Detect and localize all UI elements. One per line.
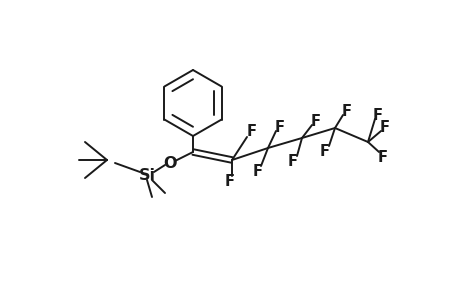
Text: F: F [372, 107, 382, 122]
Text: F: F [377, 149, 387, 164]
Text: F: F [252, 164, 263, 179]
Text: O: O [163, 155, 176, 170]
Text: Si: Si [138, 167, 155, 182]
Text: F: F [224, 175, 235, 190]
Text: F: F [274, 119, 285, 134]
Text: F: F [287, 154, 297, 169]
Text: F: F [246, 124, 257, 140]
Text: F: F [379, 121, 389, 136]
Text: F: F [341, 103, 351, 118]
Text: F: F [310, 113, 320, 128]
Text: F: F [319, 145, 329, 160]
